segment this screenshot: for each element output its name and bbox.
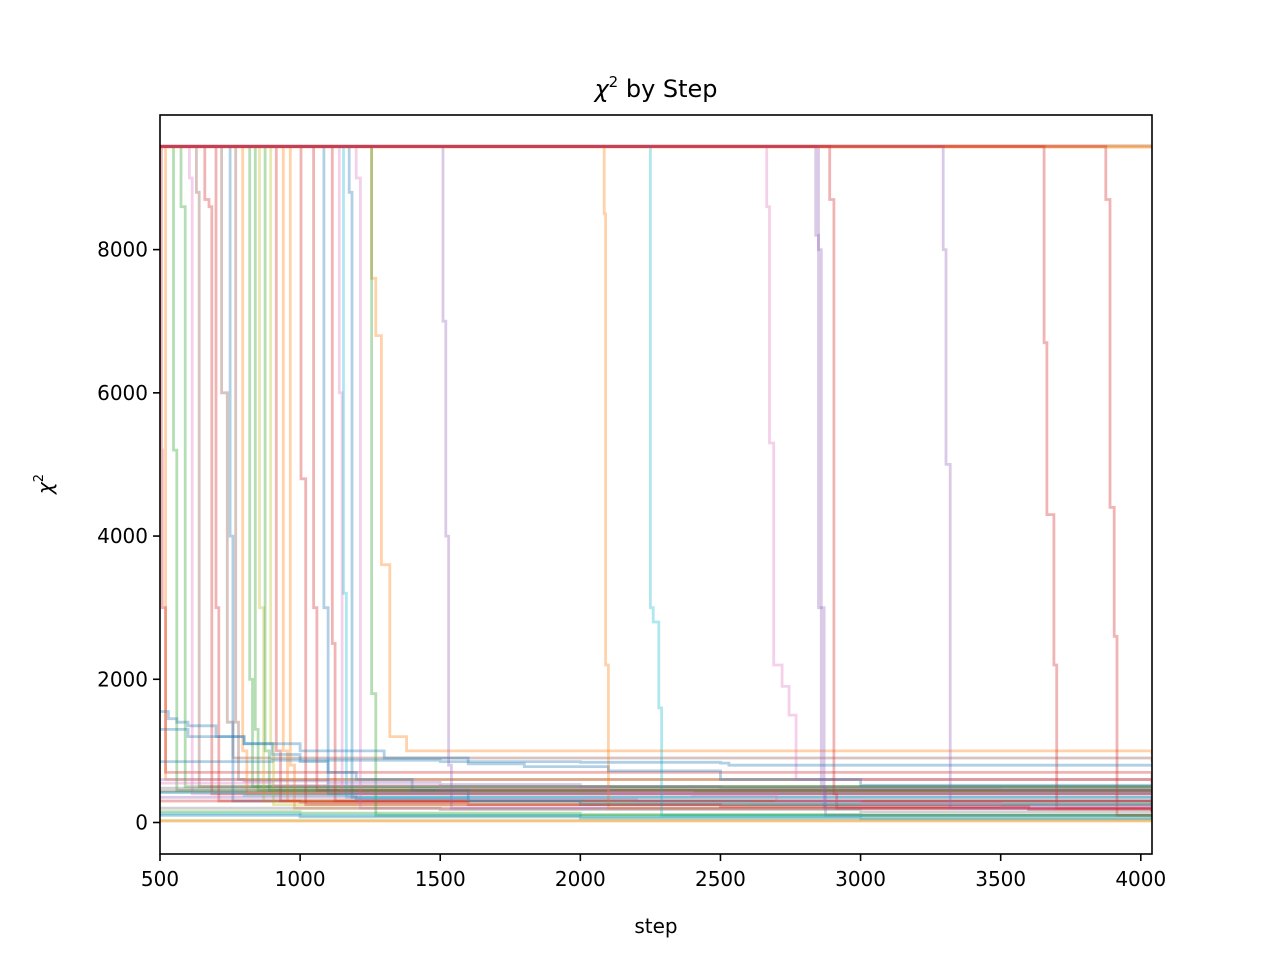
series-line-56 [160,813,1152,821]
series-line-47 [160,778,1152,791]
x-tick-label: 1500 [415,867,466,891]
series-line-8 [160,145,1152,796]
series-line-5 [160,145,1152,793]
series-line-35 [160,145,1152,816]
series-line-41 [160,145,1152,812]
series-line-3 [160,145,1152,789]
series-line-46 [160,728,1152,787]
x-axis: 500 1000 1500 2000 2500 3000 3500 4000 [141,854,1166,891]
series-line-30 [160,145,1152,800]
series-line-45 [160,758,1152,767]
series-line-31 [160,145,1152,811]
series-line-22 [160,145,1152,804]
x-tick-label: 2000 [555,867,606,891]
series-line-20 [160,145,1152,809]
plot-frame [159,114,1153,855]
series-line-44 [160,710,1152,807]
series-line-39 [160,145,1152,812]
x-tick-label: 3000 [835,867,886,891]
y-axis-label-symbol: χ [33,481,57,495]
series-line-38 [160,145,1152,817]
series-line-6 [160,145,1152,783]
chart-title-text: by Step [618,75,717,103]
series-line-33 [160,145,1152,819]
series-line-60 [160,796,1152,803]
series-line-13 [160,145,1152,805]
series-line-54 [160,810,1152,817]
series-line-23 [160,145,1152,811]
series-line-21 [160,145,1152,803]
chart-title-exponent: 2 [609,73,619,91]
series-line-16 [160,145,1152,789]
series-line-55 [160,812,1152,820]
series-line-29 [160,145,1152,801]
x-axis-label: step [634,914,677,938]
series-line-25 [160,145,1152,793]
y-tick-label: 2000 [97,667,148,691]
y-axis-label: χ2 [32,474,57,495]
series-line-52 [160,781,1152,809]
x-tick-label: 2500 [695,867,746,891]
y-tick-label: 4000 [97,524,148,548]
series-line-36 [160,145,1152,817]
x-tick-label: 4000 [1115,867,1166,891]
svg-text:χ2: χ2 [32,474,57,495]
series-line-26 [160,145,1152,796]
series-line-42 [160,145,1152,812]
series-line-7 [160,145,1152,789]
y-axis: 0 2000 4000 6000 8000 [97,238,160,834]
series-line-24 [160,145,1152,809]
series-line-14 [160,145,1152,782]
y-axis-label-exponent: 2 [32,474,47,482]
series-line-27 [160,145,1152,805]
x-tick-label: 3500 [975,867,1026,891]
series-line-9 [160,145,1152,789]
y-tick-label: 8000 [97,238,148,262]
series-line-18 [160,145,1152,805]
series-line-10 [160,145,1152,812]
series-line-34 [160,145,1152,812]
series-line-40 [160,145,1152,812]
series-line-53 [160,799,1152,811]
chart-title: χ2 by Step [592,73,717,103]
series-line-17 [160,145,1152,792]
series-line-19 [160,145,1152,793]
y-tick-label: 6000 [97,381,148,405]
series-line-59 [160,806,1152,814]
series-layer [160,144,1152,823]
series-line-51 [160,791,1152,806]
series-line-15 [160,145,1152,796]
x-tick-label: 1000 [275,867,326,891]
series-line-11 [160,145,1152,812]
x-tick-label: 500 [141,867,179,891]
series-line-43 [160,145,1152,817]
chart-title-symbol: χ [592,75,609,103]
series-line-28 [160,145,1152,796]
series-line-32 [160,145,1152,755]
series-line-37 [160,145,1152,787]
y-tick-label: 0 [135,810,148,834]
series-line-12 [160,145,1152,762]
